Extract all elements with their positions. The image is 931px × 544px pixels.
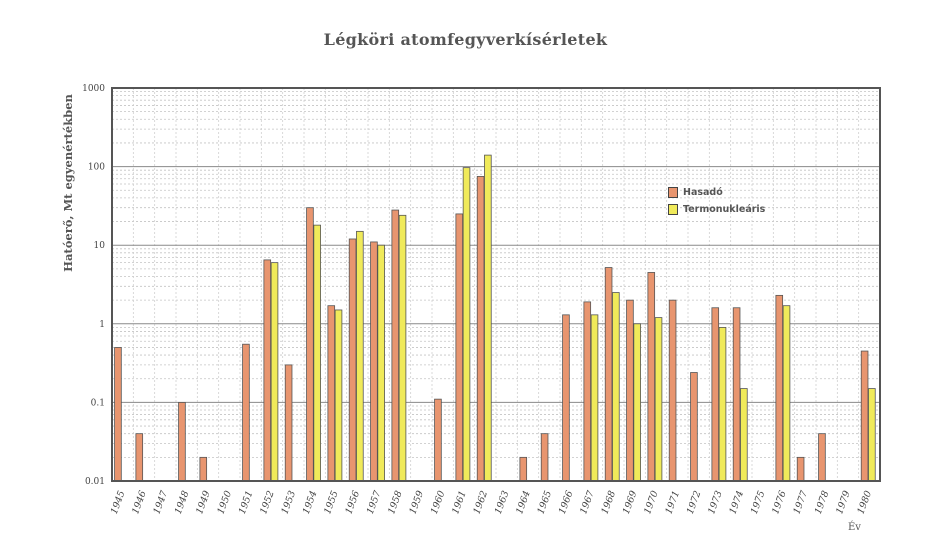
y-tick-label: 0.1 [91,398,105,408]
x-tick-label: 1972 [685,489,704,515]
x-tick-label: 1978 [813,489,832,515]
bar-hasado-1962 [476,176,485,482]
bar-hasado-1974 [732,307,741,482]
bar-hasado-1961 [455,213,464,482]
bar-hasado-1980 [860,350,869,482]
x-tick-label: 1976 [770,489,789,515]
x-tick-label: 1951 [237,489,256,515]
bar-hasado-1966 [562,314,570,482]
bar-termonuklearis-1962 [484,154,492,482]
bar-hasado-1960 [434,398,442,482]
legend-item-termonuklearis: Termonukleáris [668,201,765,218]
legend-label-termonuklearis: Termonukleáris [683,204,766,215]
bar-hasado-1955 [327,305,336,482]
x-tick-label: 1965 [536,489,555,515]
x-tick-label: 1975 [749,489,768,515]
bar-termonuklearis-1957 [377,244,385,482]
bar-hasado-1958 [391,209,400,482]
bar-hasado-1972 [690,372,698,482]
bar-hasado-1971 [668,299,677,482]
bar-hasado-1954 [306,207,314,482]
bar-hasado-1969 [626,299,634,482]
x-tick-label: 1966 [557,489,576,515]
x-tick-label: 1979 [834,489,853,515]
bar-hasado-1956 [348,238,357,482]
x-tick-label: 1964 [514,489,533,515]
y-tick-label: 1000 [82,84,105,94]
y-tick-label: 0.01 [85,477,105,487]
legend: Hasadó Termonukleáris [668,184,765,218]
x-tick-label: 1969 [621,489,640,515]
bar-termonuklearis-1954 [313,224,321,482]
bar-termonuklearis-1967 [590,314,599,482]
bar-hasado-1951 [242,343,250,482]
x-tick-label: 1954 [301,489,320,515]
bar-hasado-1953 [284,364,293,482]
bar-hasado-1945 [114,347,122,482]
x-tick-label: 1959 [408,489,427,515]
x-tick-label: 1971 [664,489,683,515]
x-tick-label: 1946 [130,489,149,515]
bar-hasado-1977 [796,456,805,482]
legend-swatch-hasado [668,187,678,198]
x-tick-label: 1962 [472,489,491,515]
x-tick-label: 1955 [322,489,341,515]
legend-item-hasado: Hasadó [668,184,765,201]
bar-hasado-1965 [540,433,549,482]
legend-swatch-termonuklearis [668,204,678,215]
bar-hasado-1957 [370,241,378,482]
x-tick-label: 1949 [194,489,213,515]
x-tick-label: 1950 [216,489,235,515]
bar-termonuklearis-1956 [356,230,364,482]
bar-hasado-1967 [583,301,592,482]
x-tick-label: 1968 [600,489,619,515]
plot-frame [111,87,881,482]
x-tick-label: 1947 [152,488,171,515]
x-tick-label: 1977 [792,488,811,515]
legend-label-hasado: Hasadó [683,187,723,198]
bar-hasado-1968 [604,267,613,482]
x-tick-label: 1970 [642,489,661,515]
x-tick-label: 1960 [429,489,448,515]
bar-hasado-1973 [711,307,720,482]
bar-hasado-1949 [199,456,208,482]
x-tick-label: 1957 [365,488,384,515]
y-tick-label: 10 [94,241,106,251]
x-tick-label: 1980 [856,489,875,515]
x-tick-label: 1958 [386,489,405,515]
bar-hasado-1948 [178,401,186,482]
bar-hasado-1976 [775,294,784,482]
x-tick-label: 1945 [109,489,128,515]
bar-termonuklearis-1958 [398,214,407,482]
bar-hasado-1964 [519,456,528,482]
x-tick-label: 1952 [258,489,277,515]
bar-hasado-1978 [818,433,826,482]
bar-termonuklearis-1974 [740,388,748,482]
x-tick-label: 1948 [173,489,192,515]
bar-termonuklearis-1970 [654,317,663,482]
x-tick-label: 1963 [493,489,512,515]
bar-termonuklearis-1968 [612,292,620,482]
bar-termonuklearis-1973 [718,326,727,482]
bar-termonuklearis-1980 [868,388,876,482]
x-tick-label: 1967 [578,488,597,515]
bar-hasado-1970 [647,272,656,482]
bar-termonuklearis-1952 [270,262,279,482]
x-axis-label: Év [848,522,861,533]
y-tick-label: 100 [88,163,105,173]
y-tick-label: 1 [99,320,105,330]
bar-termonuklearis-1969 [633,323,641,482]
x-tick-label: 1961 [450,489,469,515]
x-tick-label: 1973 [706,489,725,515]
bar-termonuklearis-1976 [782,305,791,482]
bar-hasado-1952 [263,259,272,482]
bar-termonuklearis-1961 [462,167,471,482]
chart-title: Légköri atomfegyverkísérletek [323,30,608,49]
bar-termonuklearis-1955 [334,309,343,482]
x-tick-label: 1974 [728,489,747,515]
x-tick-label: 1953 [280,489,299,515]
bar-hasado-1946 [135,433,144,482]
x-tick-label: 1956 [344,489,363,515]
